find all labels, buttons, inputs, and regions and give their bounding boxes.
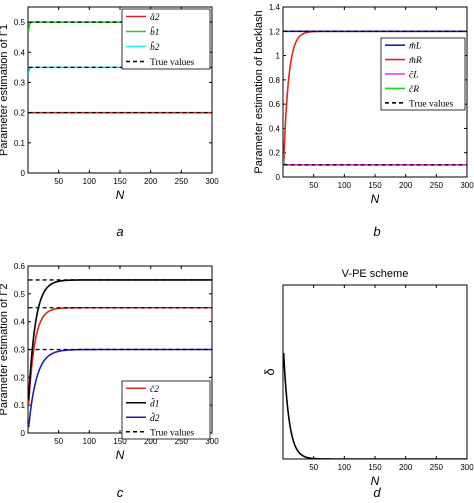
x-tick-label: 100 — [83, 437, 97, 446]
legend-label: d̂2 — [150, 411, 160, 424]
legend: m̂L m̂R ĉL ĉR True values — [380, 37, 466, 111]
y-tick-label: 0.8 — [269, 76, 281, 85]
x-tick-label: 150 — [368, 181, 382, 190]
x-tick-label: 300 — [460, 463, 474, 472]
x-tick-label: 300 — [205, 437, 219, 446]
y-tick-label: 1 — [276, 52, 281, 61]
x-axis-label: N — [116, 188, 125, 202]
chart-panel-c: 50 100 150 200 250 300 0 0.1 0.2 0.3 0.4 0.5 0.6 N Par… — [0, 262, 219, 500]
y-tick-label: 0.3 — [14, 346, 26, 355]
legend-label: b̂1 — [150, 25, 160, 38]
y-tick-label: 0.5 — [14, 18, 26, 27]
panel-caption: c — [117, 485, 124, 500]
x-tick-label: 250 — [430, 181, 444, 190]
x-tick-label: 200 — [144, 437, 158, 446]
panel-caption: d — [373, 485, 381, 500]
y-tick-label: 0.4 — [14, 318, 26, 327]
x-axis-label: N — [371, 192, 380, 206]
y-tick-label: 0.6 — [269, 100, 281, 109]
y-tick-label: 0.2 — [14, 373, 26, 382]
y-tick-label: 0.4 — [14, 48, 26, 57]
x-tick-label: 50 — [309, 181, 318, 190]
chart-panel-b: 50 100 150 200 250 300 0 0.2 0.4 0.6 0.8 1 1.2 1.4 N Pa… — [253, 3, 474, 239]
legend-label: d̂1 — [150, 396, 160, 409]
legend-label: True values — [409, 99, 454, 109]
x-axis-label: N — [371, 474, 380, 488]
y-tick-label: 0 — [21, 429, 26, 438]
y-tick-label: 0 — [276, 173, 281, 182]
x-axis-label: N — [116, 448, 125, 462]
x-tick-label: 150 — [113, 177, 127, 186]
x-tick-label: 250 — [175, 177, 189, 186]
legend-label: b̂2 — [150, 40, 160, 53]
x-tick-label: 50 — [54, 177, 63, 186]
plot-area — [28, 279, 212, 428]
x-tick-label: 100 — [338, 181, 352, 190]
x-tick-label: 300 — [205, 177, 219, 186]
x-tick-label: 100 — [338, 463, 352, 472]
y-tick-label: 0 — [21, 169, 26, 178]
legend-label: ĉR — [409, 85, 419, 95]
y-tick-label: 0.4 — [269, 124, 281, 133]
y-tick-label: 0.3 — [14, 78, 26, 87]
axes-frame — [282, 284, 468, 460]
x-tick-label: 300 — [460, 181, 474, 190]
x-tick-label: 200 — [399, 181, 413, 190]
y-axis-label: Parameter estimation of Γ2 — [0, 283, 10, 415]
y-tick-label: 1.4 — [269, 3, 281, 12]
panel-caption: a — [116, 224, 123, 239]
x-tick-label: 150 — [368, 463, 382, 472]
series-line-1 — [283, 352, 467, 459]
legend-box — [121, 380, 211, 440]
chart-title: V-PE scheme — [342, 268, 409, 280]
legend-label: â2 — [150, 13, 160, 23]
y-axis-label: Parameter estimation of backlash — [253, 10, 265, 173]
y-axis-label: Parameter estimation of Γ1 — [0, 24, 10, 156]
y-tick-label: 0.1 — [14, 401, 26, 410]
x-tick-label: 50 — [54, 437, 63, 446]
chart-panel-d: 50 100 150 200 250 300 Nδ V-PE scheme d — [262, 268, 474, 500]
plot-area — [283, 30, 467, 166]
chart-panel-a: 50 100 150 200 250 300 0 0.1 0.2 0.3 0.4 0.5 N Parame… — [0, 6, 219, 239]
x-tick-label: 250 — [430, 463, 444, 472]
legend-label: ĉL — [409, 71, 419, 81]
y-tick-label: 1.2 — [269, 27, 281, 36]
x-tick-label: 200 — [399, 463, 413, 472]
y-tick-label: 0.2 — [14, 109, 26, 118]
x-tick-label: 50 — [309, 463, 318, 472]
plot-area — [283, 352, 467, 459]
legend-label: True values — [150, 428, 195, 438]
panel-caption: b — [373, 224, 380, 239]
x-tick-label: 200 — [144, 177, 158, 186]
x-tick-label: 250 — [175, 437, 189, 446]
y-axis-label: δ — [262, 368, 277, 375]
legend-label: m̂R — [409, 55, 422, 66]
x-tick-label: 100 — [83, 177, 97, 186]
legend: â2 b̂1 b̂2 True values — [121, 8, 211, 70]
legend: ĉ2d̂1 d̂2 True values — [121, 380, 211, 440]
y-tick-label: 0.1 — [14, 139, 26, 148]
legend-box — [121, 8, 211, 70]
y-tick-label: 0.6 — [14, 262, 26, 271]
legend-label: m̂L — [409, 41, 421, 52]
legend-label: ĉ2 — [150, 385, 159, 395]
x-tick-label: 150 — [113, 437, 127, 446]
legend-label: True values — [150, 58, 195, 68]
y-tick-label: 0.5 — [14, 290, 26, 299]
y-tick-label: 0.2 — [269, 149, 281, 158]
